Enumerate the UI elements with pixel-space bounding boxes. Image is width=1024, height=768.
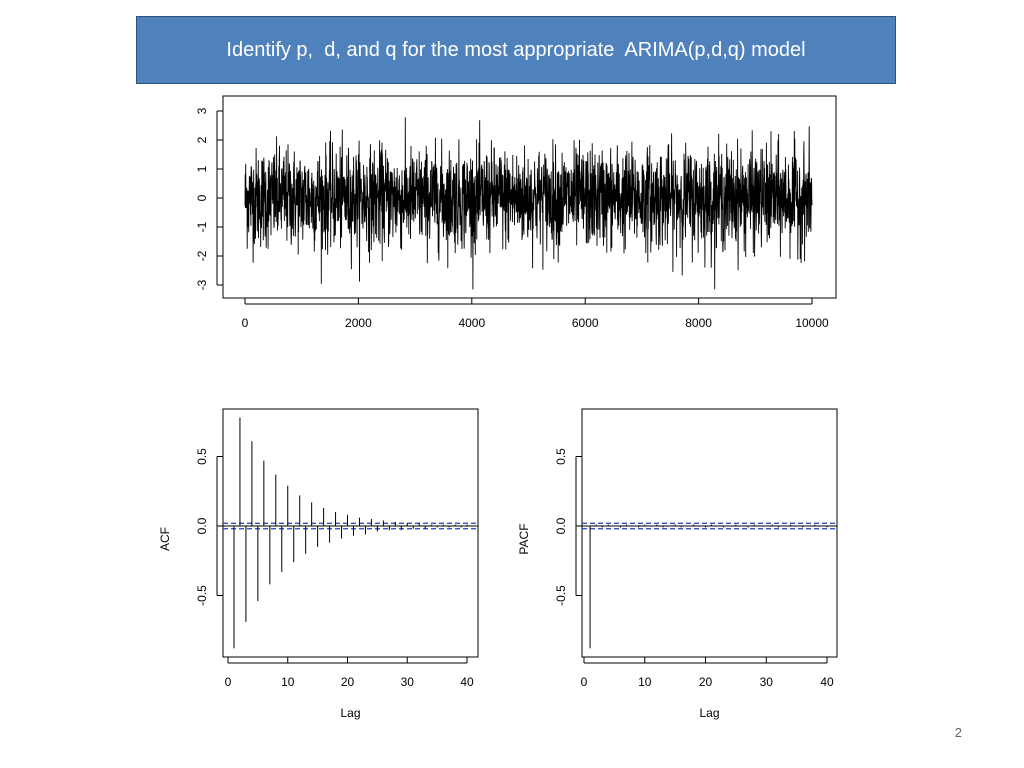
page-number: 2 — [954, 725, 962, 740]
y-tick-label: 2 — [195, 136, 209, 143]
x-tick-label: 8000 — [685, 316, 712, 330]
y-tick-label: -0.5 — [195, 585, 209, 606]
x-tick-label: 10000 — [795, 316, 829, 330]
x-tick-label: 20 — [341, 675, 355, 689]
y-tick-label: -0.5 — [554, 585, 568, 606]
x-tick-label: 30 — [760, 675, 774, 689]
x-tick-label: 10 — [638, 675, 652, 689]
y-tick-label: 1 — [195, 165, 209, 172]
y-axis-label: PACF — [517, 523, 531, 554]
x-tick-label: 40 — [820, 675, 834, 689]
y-tick-label: -2 — [195, 250, 209, 261]
x-tick-label: 6000 — [572, 316, 599, 330]
x-tick-label: 0 — [225, 675, 232, 689]
x-tick-label: 2000 — [345, 316, 372, 330]
y-tick-label: 0 — [195, 194, 209, 201]
x-tick-label: 40 — [460, 675, 474, 689]
plot-frame — [222, 95, 837, 299]
series-line — [244, 117, 813, 290]
y-tick-label: 0.0 — [195, 517, 209, 534]
y-tick-label: -1 — [195, 221, 209, 232]
x-tick-label: 4000 — [458, 316, 485, 330]
y-tick-label: 0.5 — [195, 448, 209, 465]
x-axis-label: Lag — [340, 706, 360, 720]
time-series-plot: 0 2000 4000 6000 8000 10000 -3 -2 -1 0 1 2 3 — [195, 95, 837, 330]
plot-frame — [222, 408, 479, 658]
plot-frame — [581, 408, 838, 658]
x-axis-label: Lag — [699, 706, 719, 720]
y-axis-label: ACF — [158, 527, 172, 551]
y-tick-label: 0.0 — [554, 517, 568, 534]
x-tick-label: 10 — [281, 675, 295, 689]
x-tick-label: 30 — [401, 675, 415, 689]
y-tick-label: -3 — [195, 279, 209, 290]
x-tick-label: 0 — [581, 675, 588, 689]
x-tick-label: 20 — [699, 675, 713, 689]
slide-title: Identify p, d, and q for the most approp… — [136, 16, 896, 84]
x-tick-label: 0 — [242, 316, 249, 330]
y-tick-label: 0.5 — [554, 448, 568, 465]
acf-plot: 0 10 20 30 40 -0.5 0.0 0.5 Lag ACF — [158, 408, 479, 720]
pacf-plot: 0 10 20 30 40 -0.5 0.0 0.5 Lag PACF — [517, 408, 838, 720]
y-tick-label: 3 — [195, 107, 209, 114]
